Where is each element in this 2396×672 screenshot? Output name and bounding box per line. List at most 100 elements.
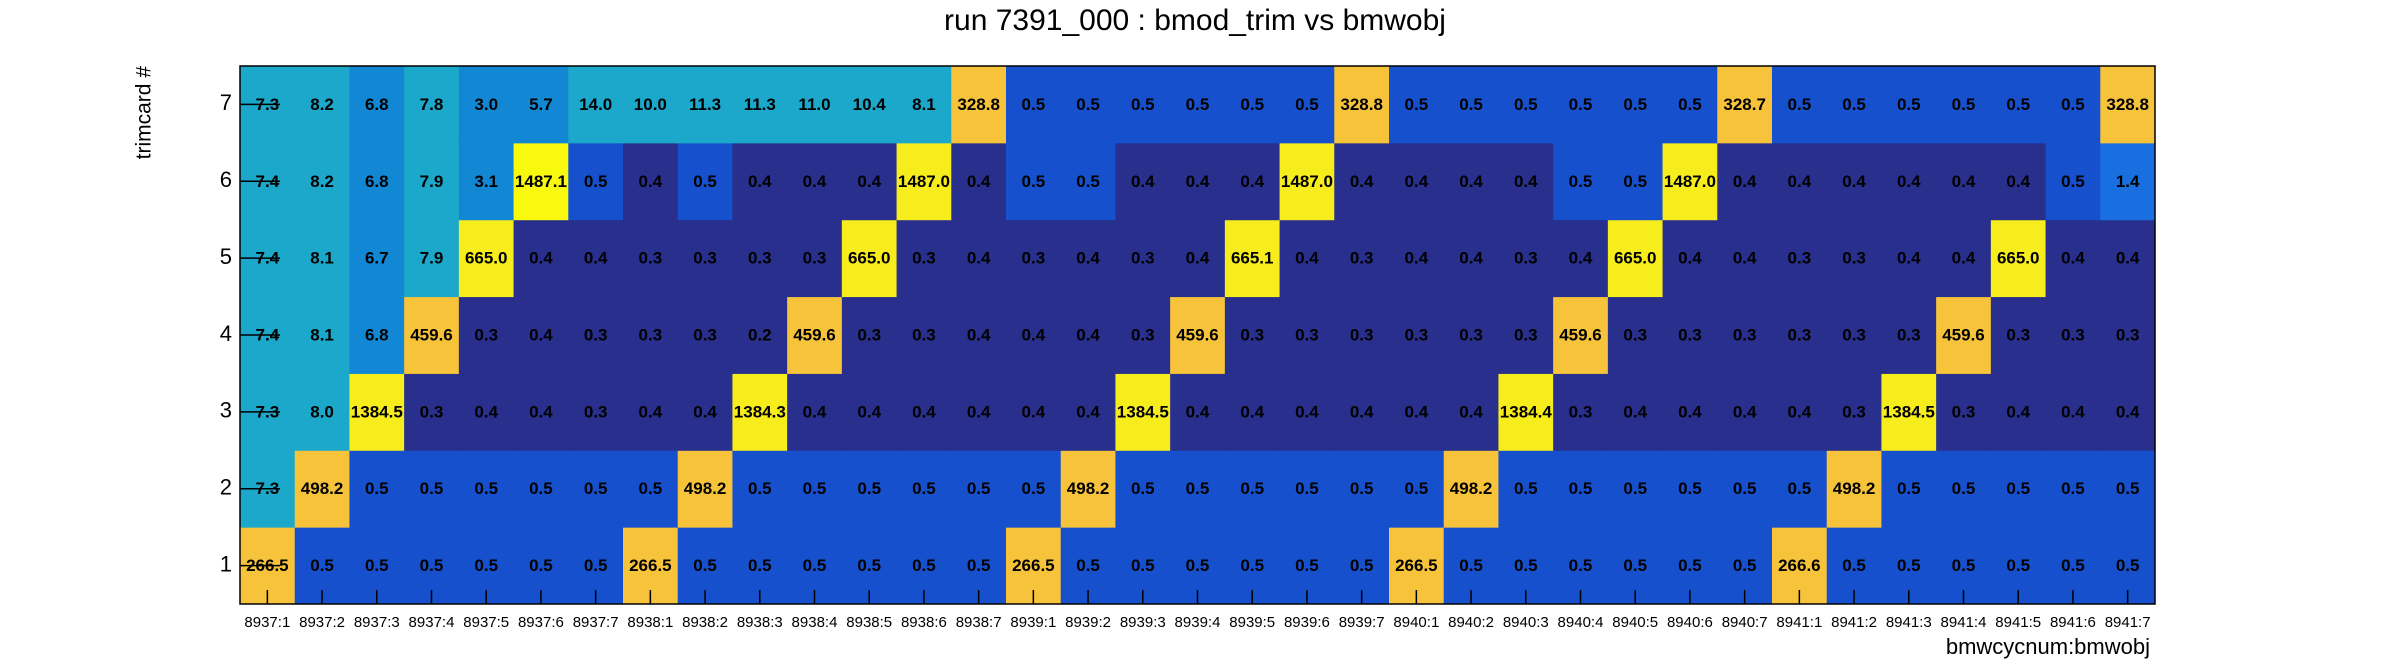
cell-label: 0.3 [420,402,444,421]
cell-label: 266.6 [1778,556,1821,575]
cell-label: 0.5 [1569,556,1593,575]
heatmap-cell [1443,296,1499,374]
heatmap-cell [1115,142,1171,221]
cell-label: 0.5 [912,556,936,575]
heatmap-cell [1060,373,1116,451]
cell-label: 0.5 [1733,479,1757,498]
x-tick-label: 8938:2 [682,614,728,631]
heatmap-cell [513,66,569,144]
cell-label: 0.4 [1897,172,1921,191]
cell-label: 0.5 [803,556,827,575]
heatmap-cell [1443,373,1499,451]
heatmap-cell [1170,142,1226,221]
heatmap-cell [294,450,350,528]
cell-label: 0.5 [529,479,553,498]
y-tick-label: 4 [220,321,232,346]
cell-label: 0.3 [639,249,663,268]
cell-label: 0.4 [1459,249,1483,268]
x-tick-label: 8940:1 [1393,614,1439,631]
cell-label: 0.5 [584,172,608,191]
heatmap-cell [458,296,515,374]
cell-label: 0.3 [1514,249,1538,268]
heatmap-cell [1772,450,1828,528]
heatmap-cell [1170,66,1226,144]
cell-label: 0.5 [1952,479,1976,498]
heatmap-cell [294,219,350,298]
heatmap-cell [458,66,515,144]
heatmap-cell [1170,373,1226,451]
heatmap-cell [1279,219,1335,298]
cell-label: 0.4 [639,402,663,421]
cell-label: 0.5 [1295,95,1319,114]
heatmap-cell [1881,219,1937,298]
heatmap-cell [1224,219,1281,298]
cell-label: 0.5 [584,479,608,498]
heatmap-cell [1990,373,2047,451]
heatmap-cell [513,219,569,298]
cell-label: 1487.0 [1281,172,1333,191]
cell-label: 0.3 [1295,325,1319,344]
x-tick-label: 8941:2 [1831,614,1877,631]
y-tick-label: 7 [220,90,232,115]
heatmap-cell [1170,450,1226,528]
heatmap-cell [1389,66,1445,144]
cell-label: 0.5 [857,479,881,498]
cell-label: 0.3 [1405,325,1429,344]
y-tick-label: 5 [220,244,232,269]
y-tick-label: 3 [220,398,232,423]
cell-label: 0.3 [584,402,608,421]
chart-title: run 7391_000 : bmod_trim vs bmwobj [944,4,1446,37]
cell-label: 0.3 [1788,325,1812,344]
heatmap-cell [1279,373,1335,451]
heatmap-cell [2100,219,2156,298]
cell-label: 0.4 [1788,172,1812,191]
cell-label: 0.5 [529,556,553,575]
heatmap-cell [1826,296,1882,374]
y-axis-label: trimcard # [133,66,156,160]
cell-label: 0.3 [1459,325,1483,344]
heatmap-cell [732,219,788,298]
heatmap-cell [294,296,350,374]
cell-label: 0.4 [1788,402,1812,421]
heatmap-cell [1279,450,1335,528]
heatmap-cell [513,450,569,528]
cell-label: 0.5 [1897,95,1921,114]
x-tick-label: 8938:5 [846,614,892,631]
heatmap-cell [1060,142,1116,221]
heatmap-cell [1881,450,1937,528]
cell-label: 0.4 [584,249,608,268]
heatmap-cell [1936,450,1992,528]
heatmap-cell [732,142,788,221]
heatmap-cell [1553,450,1609,528]
cell-label: 10.0 [634,95,667,114]
cell-label: 1384.4 [1500,402,1553,421]
heatmap-cell [1115,450,1171,528]
cell-label: 0.5 [1569,95,1593,114]
x-tick-label: 8939:1 [1010,614,1056,631]
heatmap-cell [1334,66,1390,144]
cell-label: 1384.5 [1883,402,1935,421]
x-tick-label: 8940:2 [1448,614,1494,631]
cell-label: 0.5 [2116,479,2140,498]
heatmap-cell [896,219,952,298]
x-tick-label: 8941:6 [2050,614,2096,631]
cell-label: 0.4 [1350,402,1374,421]
cell-label: 11.3 [744,95,776,114]
cell-label: 0.5 [1623,95,1647,114]
cell-label: 0.4 [2006,172,2030,191]
cell-label: 3.0 [474,95,498,114]
cell-label: 0.4 [1350,172,1374,191]
heatmap-cell [1717,66,1773,144]
cell-label: 0.5 [1186,479,1210,498]
heatmap-cell [1607,219,1664,298]
heatmap-cell [841,296,898,374]
heatmap-cell [1553,296,1609,374]
cell-label: 0.4 [529,249,553,268]
heatmap-cell [1115,219,1171,298]
heatmap-cell [1717,296,1773,374]
cell-label: 0.5 [2061,172,2085,191]
cell-label: 0.4 [1514,172,1538,191]
cell-label: 459.6 [1942,325,1985,344]
heatmap-cell [677,142,733,221]
